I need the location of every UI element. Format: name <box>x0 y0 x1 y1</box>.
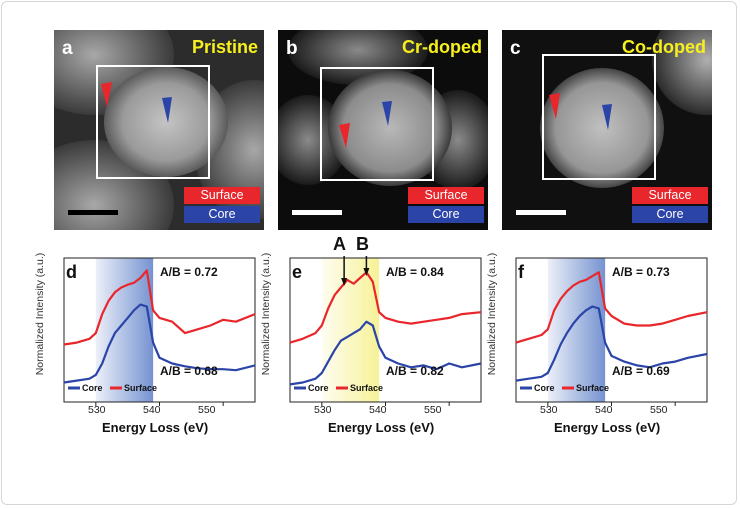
legend-surface-label: Surface <box>576 383 610 393</box>
panel-letter: f <box>518 262 524 282</box>
core-marker-cone <box>162 97 172 123</box>
legend-core: Core <box>408 206 484 223</box>
x-tick-label: 540 <box>143 404 161 416</box>
x-tick-label: 540 <box>595 404 613 416</box>
micrograph-panel-a: a Pristine Surface Core <box>54 30 264 230</box>
peak-arrowhead-b <box>363 268 370 276</box>
scale-bar <box>68 210 118 215</box>
core-marker-cone <box>382 101 392 126</box>
panel-title: Co-doped <box>622 37 706 57</box>
legend-core-label: Core <box>82 383 103 393</box>
plot-frame <box>515 257 708 403</box>
ratio-core: A/B = 0.82 <box>386 364 444 378</box>
ratio-surface: A/B = 0.72 <box>160 265 218 279</box>
peak-label-a: A <box>333 234 346 254</box>
micrograph-image-c <box>502 30 712 230</box>
scale-bar <box>292 210 342 215</box>
x-tick-label: 550 <box>198 404 216 416</box>
x-axis-label: Energy Loss (eV) <box>102 420 209 435</box>
x-tick-label: 530 <box>314 404 332 416</box>
panel-letter: e <box>292 262 303 282</box>
legend-core: Core <box>632 206 708 223</box>
legend-surface: Surface <box>408 187 484 204</box>
roi-box <box>542 54 656 180</box>
spectrum-panel-d: Normalized Intensity (a.u.) Energy Loss … <box>30 250 260 450</box>
core-marker-cone <box>602 104 612 130</box>
energy-highlight-band <box>95 258 154 402</box>
core-series-line <box>63 303 256 384</box>
spectrum-panel-e: Normalized Intensity (a.u.) Energy Loss … <box>256 234 486 450</box>
ratio-surface: A/B = 0.84 <box>386 265 444 279</box>
surface-marker-cone <box>339 123 350 148</box>
spectrum-plot-e <box>289 256 482 406</box>
micrograph-panel-b: b Cr-doped Surface Core <box>278 30 488 230</box>
x-tick-label: 530 <box>540 404 558 416</box>
spectrum-plot-f <box>515 257 708 406</box>
plot-frame <box>63 257 256 403</box>
spectrum-panel-f: Normalized Intensity (a.u.) Energy Loss … <box>482 250 712 450</box>
surface-marker-cone <box>101 82 112 107</box>
micrograph-panel-c: c Co-doped Surface Core <box>502 30 712 230</box>
panel-letter: a <box>62 38 73 59</box>
panel-letter: d <box>66 262 77 282</box>
core-series-line <box>289 320 482 386</box>
micrograph-image-b <box>278 30 488 230</box>
legend-surface: Surface <box>184 187 260 204</box>
x-axis-label: Energy Loss (eV) <box>328 420 435 435</box>
panel-letter: c <box>510 38 521 59</box>
peak-label-b: B <box>356 234 369 254</box>
x-tick-label: 550 <box>650 404 668 416</box>
spectrum-plot-d <box>63 257 256 406</box>
legend-surface-label: Surface <box>124 383 158 393</box>
legend-surface-label: Surface <box>350 383 384 393</box>
panel-title: Cr-doped <box>402 37 482 57</box>
legend-core-label: Core <box>534 383 555 393</box>
ratio-surface: A/B = 0.73 <box>612 265 670 279</box>
ratio-core: A/B = 0.68 <box>160 364 218 378</box>
x-tick-label: 550 <box>424 404 442 416</box>
roi-box <box>320 67 434 181</box>
y-axis-label: Normalized Intensity (a.u.) <box>34 252 46 376</box>
x-tick-label: 540 <box>369 404 387 416</box>
peak-arrowhead-a <box>341 278 348 286</box>
scale-bar <box>516 210 566 215</box>
x-tick-label: 530 <box>88 404 106 416</box>
legend-surface: Surface <box>632 187 708 204</box>
surface-series-line <box>515 271 708 344</box>
roi-box <box>96 65 210 179</box>
ratio-core: A/B = 0.69 <box>612 364 670 378</box>
x-axis-label: Energy Loss (eV) <box>554 420 661 435</box>
energy-highlight-band <box>547 258 606 402</box>
core-series-line <box>515 305 708 382</box>
surface-marker-cone <box>549 93 560 119</box>
panel-title: Pristine <box>191 37 258 57</box>
legend-core: Core <box>184 206 260 223</box>
legend-core-label: Core <box>308 383 329 393</box>
y-axis-label: Normalized Intensity (a.u.) <box>260 252 272 376</box>
surface-series-line <box>289 271 482 344</box>
panel-letter: b <box>286 38 298 59</box>
y-axis-label: Normalized Intensity (a.u.) <box>486 252 498 376</box>
surface-series-line <box>63 269 256 346</box>
